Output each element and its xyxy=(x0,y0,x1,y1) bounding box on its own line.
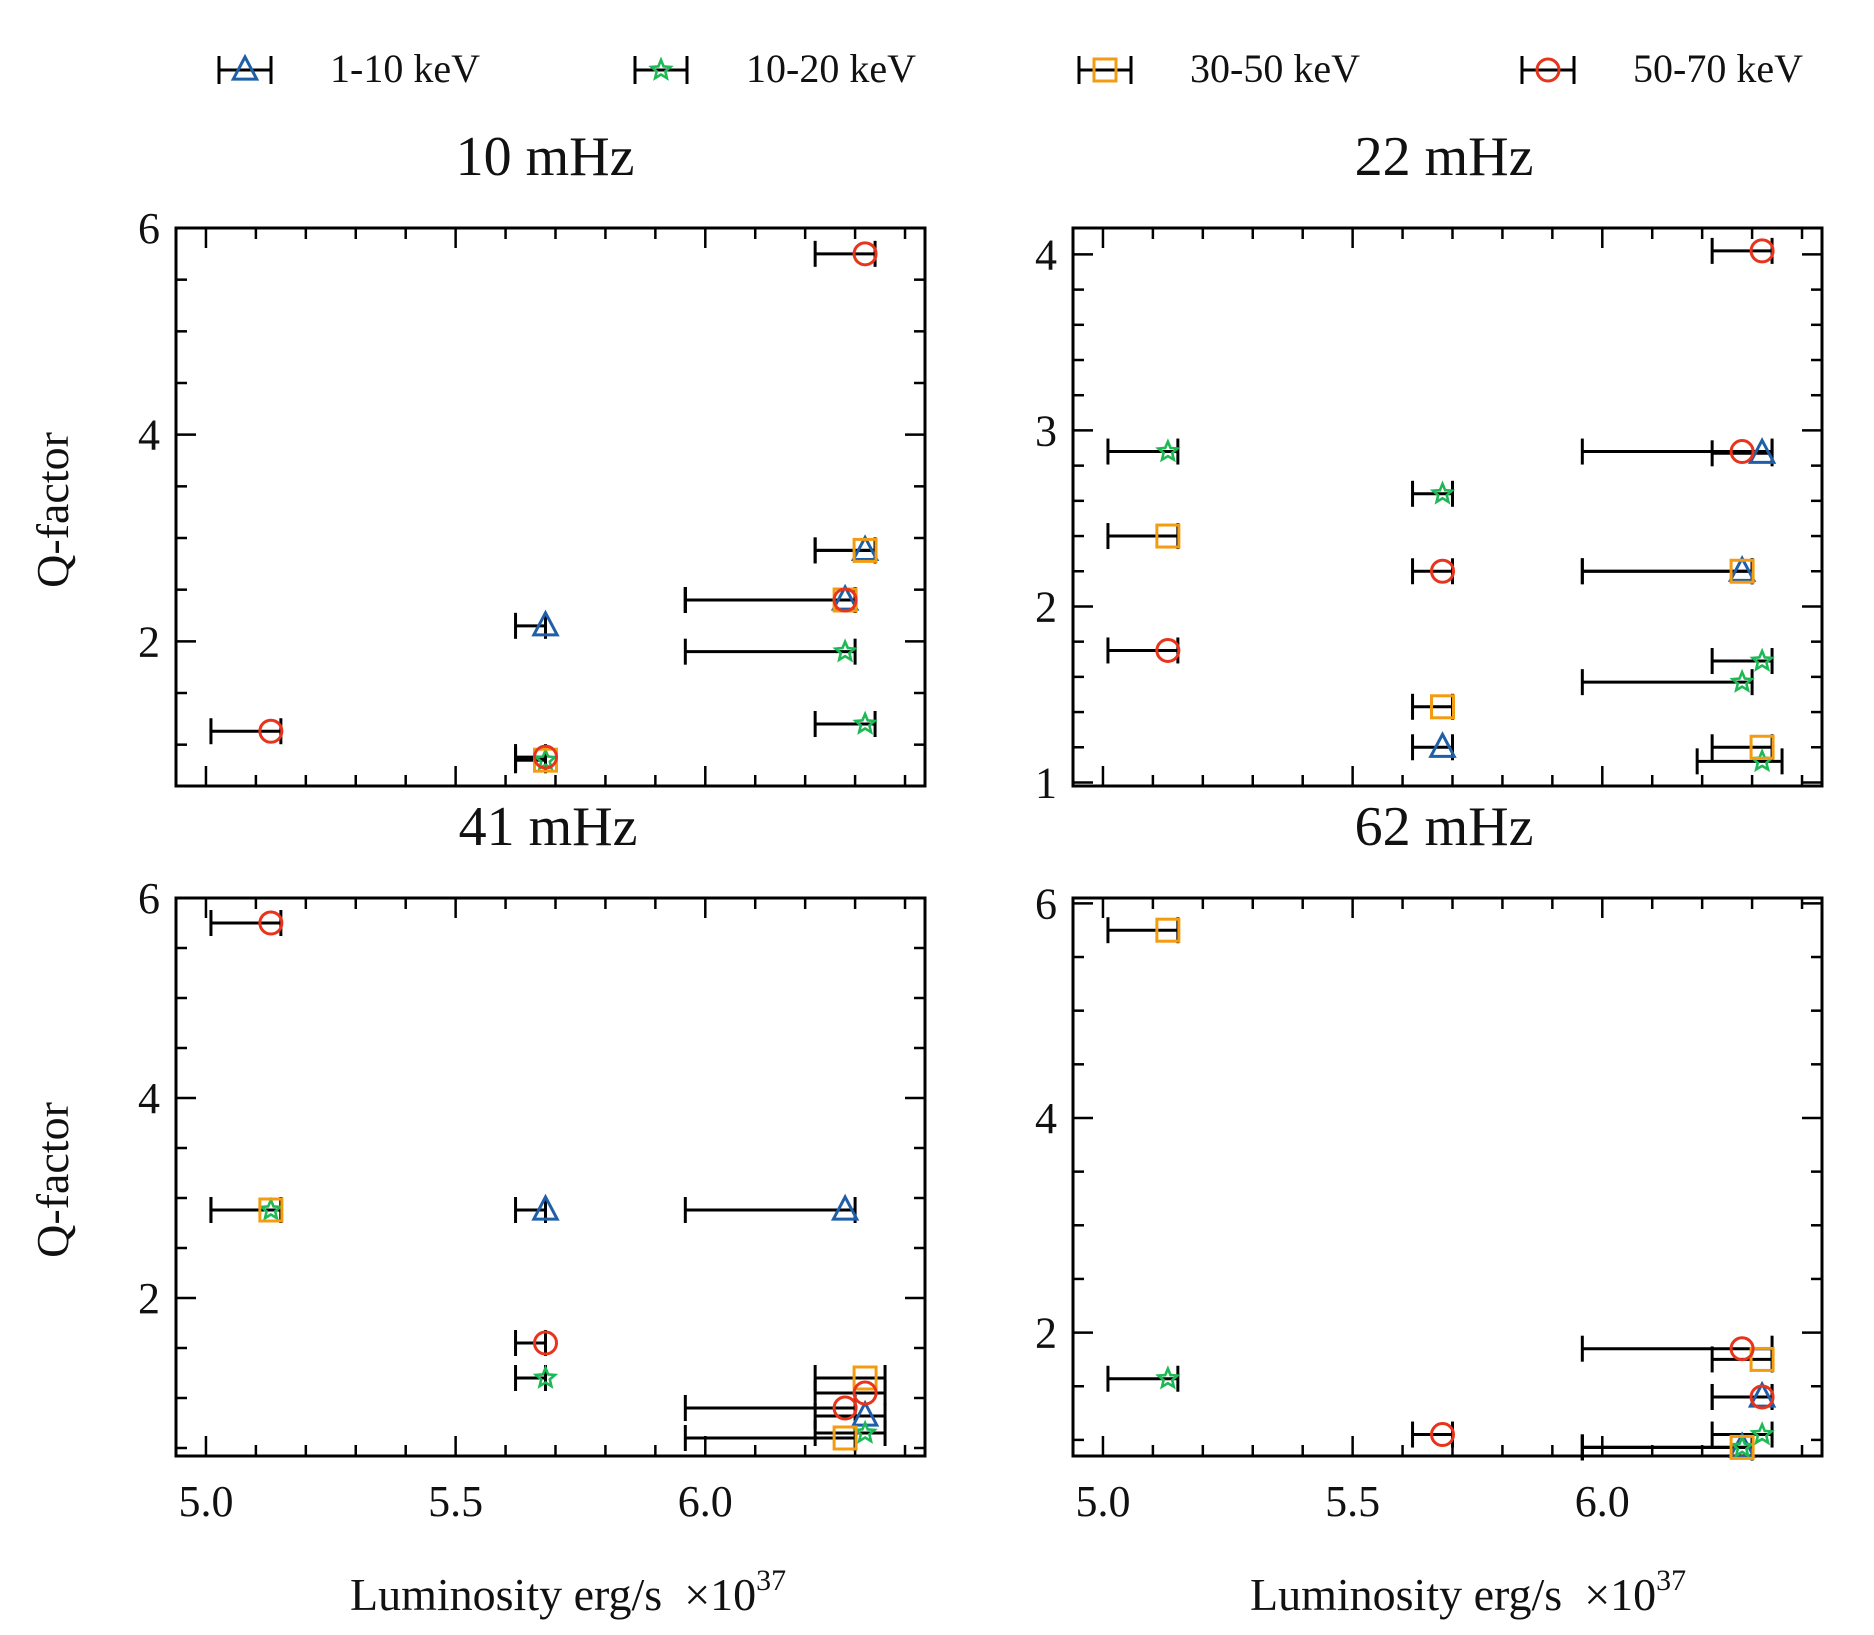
x-axis-label-62-mhz: Luminosity erg/s ×1037 xyxy=(1250,1564,1686,1620)
plot-frame xyxy=(174,896,927,1458)
plot-frame xyxy=(1071,226,1824,788)
circle-icon xyxy=(1535,57,1561,83)
legend-label-1-10-kev: 1-10 keV xyxy=(330,46,480,91)
legend-label-50-70-kev: 50-70 keV xyxy=(1633,46,1803,91)
data-point-1-10-kev xyxy=(531,609,560,637)
panel-title-10-mhz: 10 mHz xyxy=(456,126,635,188)
data-point-10-20-kev xyxy=(832,638,858,663)
panel-62-mhz: 62 mHz Luminosity erg/s ×1037 5.0 5.5 6.0 2 4… xyxy=(1035,796,1824,1620)
star-icon xyxy=(648,56,674,81)
panel-title-41-mhz: 41 mHz xyxy=(459,796,638,858)
x-tick-label: 5.0 xyxy=(178,1477,233,1526)
y-tick-label: 2 xyxy=(138,617,160,666)
data-point-1-10-kev xyxy=(850,534,880,561)
data-point-1-10-kev xyxy=(830,1193,860,1221)
panel-title-62-mhz: 62 mHz xyxy=(1355,796,1534,858)
plot-frame xyxy=(174,226,927,788)
data-point-10-20-kev xyxy=(1749,1421,1775,1446)
legend-label-10-20-kev: 10-20 keV xyxy=(746,46,916,91)
data-point-30-50-kev xyxy=(1155,523,1181,549)
data-point-30-50-kev xyxy=(1729,558,1755,584)
panel-41-mhz: 41 mHz Q-factor Luminosity erg/s ×1037 5.… xyxy=(27,796,927,1620)
y-tick-label: 4 xyxy=(138,1074,160,1123)
data-point-30-50-kev xyxy=(1155,917,1181,943)
legend-label-30-50-kev: 30-50 keV xyxy=(1190,46,1360,91)
data-point-50-70-kev xyxy=(832,1395,858,1421)
x-tick-label: 6.0 xyxy=(1575,1477,1630,1526)
data-point-1-10-kev xyxy=(1747,437,1777,464)
y-tick-label: 4 xyxy=(1035,230,1057,279)
data-point-50-70-kev xyxy=(852,241,878,267)
x-tick-label: 5.5 xyxy=(428,1477,483,1526)
y-tick-label: 2 xyxy=(138,1274,160,1323)
data-point-50-70-kev xyxy=(1155,637,1181,663)
data-point-50-70-kev xyxy=(1430,1422,1456,1448)
data-point-1-10-kev xyxy=(531,1193,560,1221)
data-point-10-20-kev xyxy=(852,710,878,735)
data-point-10-20-kev xyxy=(532,746,559,772)
y-tick-label: 6 xyxy=(1035,879,1057,928)
legend-item-1-10-kev: 1-10 keV xyxy=(217,46,480,91)
y-tick-label: 1 xyxy=(1035,758,1057,807)
data-point-1-10-kev xyxy=(1428,731,1457,758)
data-point-50-70-kev xyxy=(832,587,858,613)
panel-10-mhz: 10 mHz Q-factor 2 4 6 xyxy=(27,126,927,788)
square-icon xyxy=(1092,57,1118,83)
y-axis-label-bottom: Q-factor xyxy=(27,1102,78,1258)
data-point-30-50-kev xyxy=(1729,1434,1755,1460)
data-point-50-70-kev xyxy=(852,1380,878,1406)
data-point-10-20-kev xyxy=(258,1196,284,1221)
data-point-50-70-kev xyxy=(258,910,284,936)
x-tick-label: 6.0 xyxy=(678,1477,733,1526)
y-tick-label: 2 xyxy=(1035,1309,1057,1358)
data-point-1-10-kev xyxy=(1747,1380,1777,1408)
triangle-icon xyxy=(230,53,260,81)
data-point-10-20-kev xyxy=(1729,668,1755,693)
data-point-10-20-kev xyxy=(852,1419,878,1444)
y-tick-label: 3 xyxy=(1035,406,1057,455)
x-axis-label-41-mhz: Luminosity erg/s ×1037 xyxy=(350,1564,786,1620)
data-point-30-50-kev xyxy=(852,1365,878,1391)
data-point-10-20-kev xyxy=(1155,438,1181,463)
y-tick-label: 2 xyxy=(1035,582,1057,631)
panel-title-22-mhz: 22 mHz xyxy=(1355,126,1534,188)
data-point-50-70-kev xyxy=(533,1330,559,1356)
data-point-50-70-kev xyxy=(1430,558,1456,584)
legend-item-10-20-kev: 10-20 keV xyxy=(633,46,916,91)
data-point-1-10-kev xyxy=(830,583,860,611)
data-point-1-10-kev xyxy=(1727,1431,1757,1459)
panel-22-mhz: 22 mHz 1 2 3 4 xyxy=(1035,126,1824,807)
data-point-50-70-kev xyxy=(1749,238,1775,264)
legend: 1-10 keV 10-20 keV 30-50 keV 50-70 keV xyxy=(217,46,1803,91)
y-tick-label: 4 xyxy=(1035,1094,1057,1143)
x-tick-label: 5.5 xyxy=(1325,1477,1380,1526)
data-point-30-50-kev xyxy=(258,1197,284,1223)
data-point-10-20-kev xyxy=(1729,1434,1755,1459)
data-point-30-50-kev xyxy=(1749,1346,1775,1372)
y-axis-label-top: Q-factor xyxy=(27,432,78,588)
data-point-30-50-kev xyxy=(852,537,878,563)
data-point-50-70-kev xyxy=(1749,1384,1775,1410)
data-point-10-20-kev xyxy=(1429,480,1456,505)
data-point-50-70-kev xyxy=(258,718,284,744)
plot-frame xyxy=(1071,896,1824,1458)
y-tick-label: 4 xyxy=(138,411,160,460)
y-tick-label: 6 xyxy=(138,874,160,923)
data-point-10-20-kev xyxy=(532,1364,559,1389)
y-tick-label: 6 xyxy=(138,204,160,253)
data-point-50-70-kev xyxy=(1729,439,1755,465)
data-point-30-50-kev xyxy=(1749,734,1775,760)
legend-item-50-70-kev: 50-70 keV xyxy=(1520,46,1803,91)
legend-item-30-50-kev: 30-50 keV xyxy=(1077,46,1360,91)
data-point-50-70-kev xyxy=(533,744,559,770)
data-point-10-20-kev xyxy=(1155,1365,1181,1390)
x-tick-label: 5.0 xyxy=(1075,1477,1130,1526)
data-point-30-50-kev xyxy=(832,1425,858,1451)
data-point-1-10-kev xyxy=(1727,555,1757,582)
data-point-30-50-kev xyxy=(1430,694,1456,720)
data-point-50-70-kev xyxy=(1729,1336,1755,1362)
data-point-10-20-kev xyxy=(1749,647,1775,672)
